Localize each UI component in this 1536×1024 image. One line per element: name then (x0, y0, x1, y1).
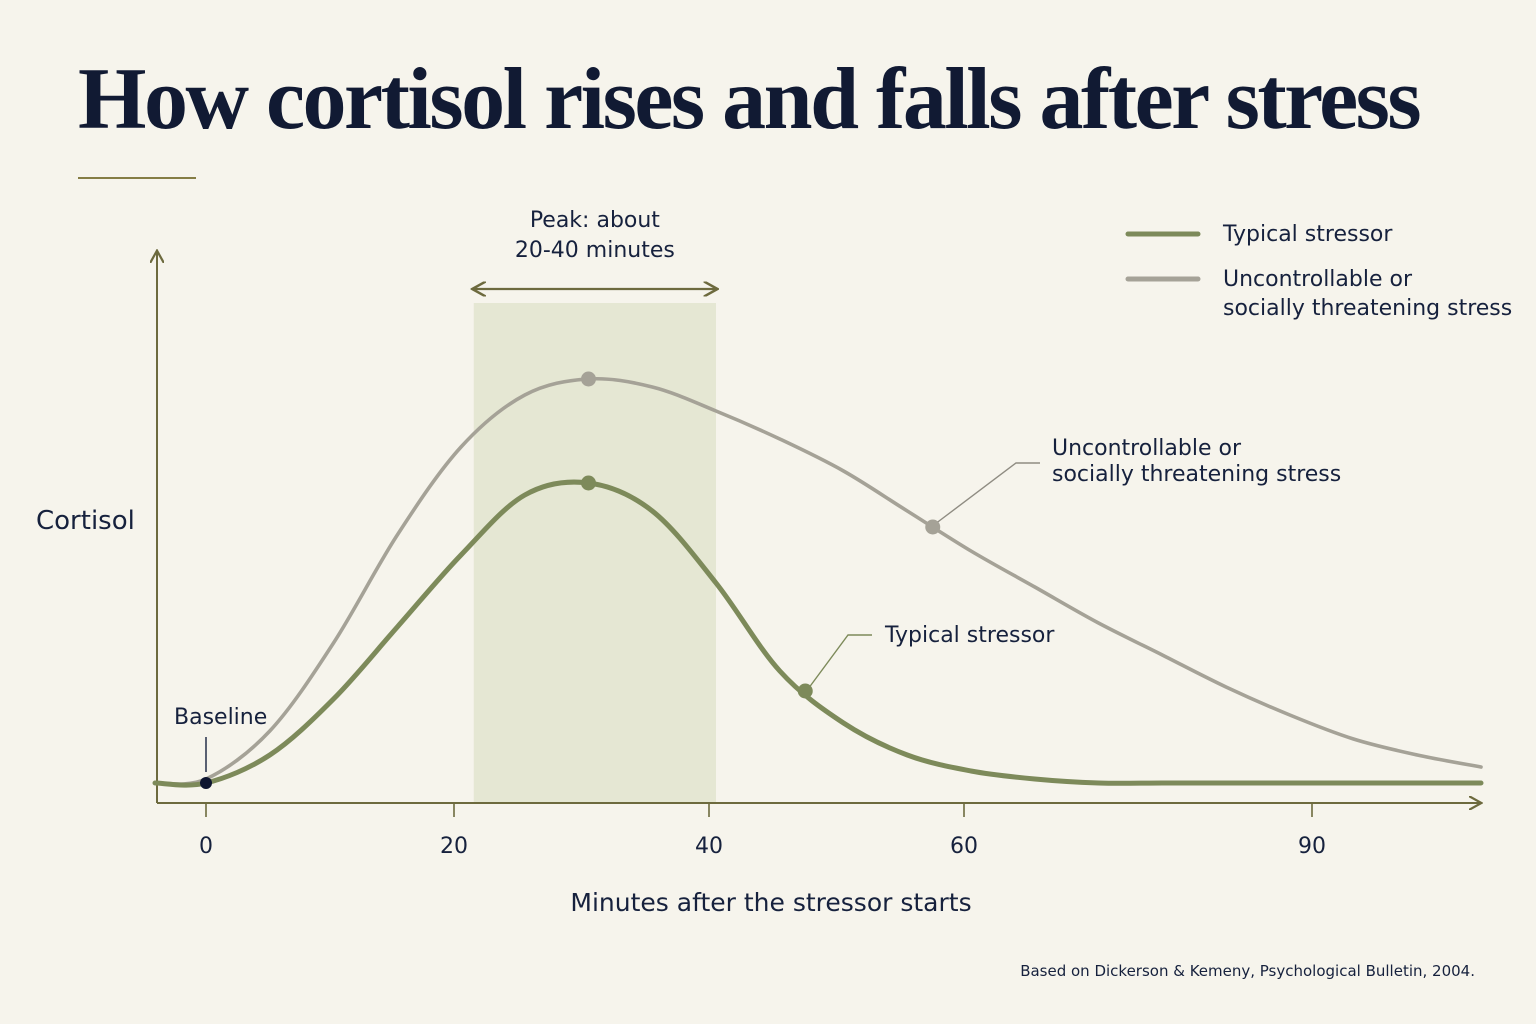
data-point-marker (581, 475, 596, 491)
axes-layer: 0 20 40 60 90 Minutes after the stressor star… (36, 252, 1480, 917)
data-point-marker (925, 519, 941, 535)
peak-label-line2: 20-40 minutes (515, 238, 675, 263)
data-point-marker (581, 371, 596, 387)
x-tick-label: 20 (440, 834, 468, 859)
x-axis-label: Minutes after the stressor starts (570, 888, 971, 917)
uncontrollable-leader (937, 462, 1040, 523)
uncontrollable-annotation-line2: socially threatening stress (1052, 462, 1341, 487)
source-note: Based on Dickerson & Kemeny, Psychologic… (1020, 962, 1475, 980)
title-underline (78, 177, 196, 179)
legend-entry: Typical stressor (1222, 222, 1393, 247)
peak-label-line1: Peak: about (530, 208, 660, 233)
peak-band-layer: Peak: about 20-40 minutes (474, 208, 716, 803)
x-tick-label: 0 (199, 834, 213, 859)
baseline-marker (200, 777, 212, 789)
x-tick-label: 90 (1298, 834, 1326, 859)
x-tick-label: 60 (950, 834, 978, 859)
data-point-marker (797, 683, 813, 699)
baseline-label: Baseline (174, 705, 267, 730)
chart-title: How cortisol rises and falls after stres… (78, 51, 1422, 148)
marker-layer (200, 371, 941, 789)
annotation-layer: Baseline Typical stressor Uncontrollable o… (174, 436, 1341, 772)
series-layer (152, 376, 1484, 788)
y-axis-label: Cortisol (36, 506, 135, 536)
legend-entry: socially threatening stress (1223, 296, 1512, 321)
legend-entry: Uncontrollable or (1223, 267, 1413, 292)
uncontrollable-annotation-line1: Uncontrollable or (1052, 436, 1242, 461)
series-line-uncontrollable (153, 376, 1483, 786)
legend: Typical stressor Uncontrollable or sociall… (1125, 222, 1512, 321)
peak-band (473, 303, 716, 803)
typical-annotation: Typical stressor (884, 623, 1055, 648)
series-line-typical (152, 479, 1484, 788)
typical-leader (809, 634, 872, 687)
x-tick-label: 40 (695, 834, 723, 859)
